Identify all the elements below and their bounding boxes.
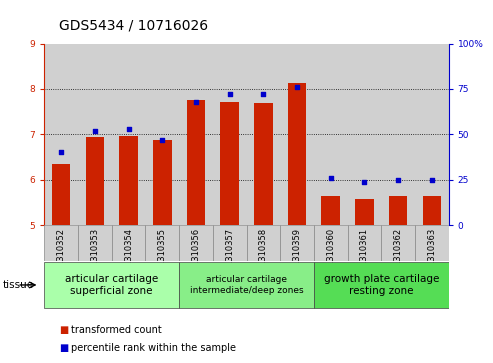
Point — [428, 177, 436, 183]
Bar — [78, 225, 112, 261]
Bar — [423, 196, 441, 225]
Point — [226, 91, 234, 97]
Bar — [145, 44, 179, 225]
Text: tissue: tissue — [2, 280, 34, 290]
Bar — [415, 44, 449, 225]
Bar — [179, 225, 213, 261]
Bar — [246, 44, 280, 225]
Bar — [314, 44, 348, 225]
Point — [360, 179, 368, 184]
Bar — [389, 196, 407, 225]
Point — [192, 99, 200, 105]
Bar — [381, 44, 415, 225]
Bar — [381, 225, 415, 261]
Point — [259, 91, 267, 97]
Bar — [112, 225, 145, 261]
Bar — [355, 199, 374, 225]
Bar — [254, 103, 273, 225]
Text: GSM1310354: GSM1310354 — [124, 228, 133, 284]
Text: GSM1310352: GSM1310352 — [57, 228, 66, 284]
Text: ■: ■ — [59, 343, 69, 354]
Bar — [187, 100, 205, 225]
Text: GSM1310362: GSM1310362 — [393, 228, 403, 284]
Point — [125, 126, 133, 132]
Bar — [348, 225, 381, 261]
Bar — [280, 44, 314, 225]
Point — [394, 177, 402, 183]
Point — [327, 175, 335, 181]
Bar — [179, 44, 213, 225]
Text: GDS5434 / 10716026: GDS5434 / 10716026 — [59, 19, 208, 33]
Point — [91, 128, 99, 134]
Text: GSM1310363: GSM1310363 — [427, 228, 436, 284]
Bar — [179, 262, 314, 307]
Point — [293, 84, 301, 90]
Text: GSM1310358: GSM1310358 — [259, 228, 268, 284]
Text: growth plate cartilage
resting zone: growth plate cartilage resting zone — [323, 274, 439, 296]
Text: GSM1310356: GSM1310356 — [191, 228, 201, 284]
Bar — [280, 225, 314, 261]
Bar — [246, 225, 280, 261]
Text: GSM1310360: GSM1310360 — [326, 228, 335, 284]
Bar — [112, 44, 145, 225]
Bar — [44, 225, 78, 261]
Bar — [86, 136, 104, 225]
Text: GSM1310361: GSM1310361 — [360, 228, 369, 284]
Point — [57, 150, 65, 155]
Text: GSM1310359: GSM1310359 — [292, 228, 302, 284]
Bar — [145, 225, 179, 261]
Bar — [220, 102, 239, 225]
Bar — [348, 44, 381, 225]
Bar — [78, 44, 112, 225]
Text: articular cartilage
intermediate/deep zones: articular cartilage intermediate/deep zo… — [190, 275, 303, 295]
Text: articular cartilage
superficial zone: articular cartilage superficial zone — [65, 274, 158, 296]
Point — [158, 137, 166, 143]
Bar — [321, 196, 340, 225]
Text: GSM1310353: GSM1310353 — [90, 228, 100, 284]
Bar — [314, 262, 449, 307]
Bar — [415, 225, 449, 261]
Text: ■: ■ — [59, 325, 69, 335]
Bar — [52, 164, 70, 225]
Bar — [314, 225, 348, 261]
Bar — [153, 140, 172, 225]
Text: GSM1310355: GSM1310355 — [158, 228, 167, 284]
Bar — [44, 262, 179, 307]
Text: GSM1310357: GSM1310357 — [225, 228, 234, 284]
Text: transformed count: transformed count — [71, 325, 162, 335]
Bar — [213, 225, 246, 261]
Bar — [44, 44, 78, 225]
Text: percentile rank within the sample: percentile rank within the sample — [71, 343, 237, 354]
Bar — [119, 136, 138, 225]
Bar — [213, 44, 246, 225]
Bar — [288, 83, 306, 225]
